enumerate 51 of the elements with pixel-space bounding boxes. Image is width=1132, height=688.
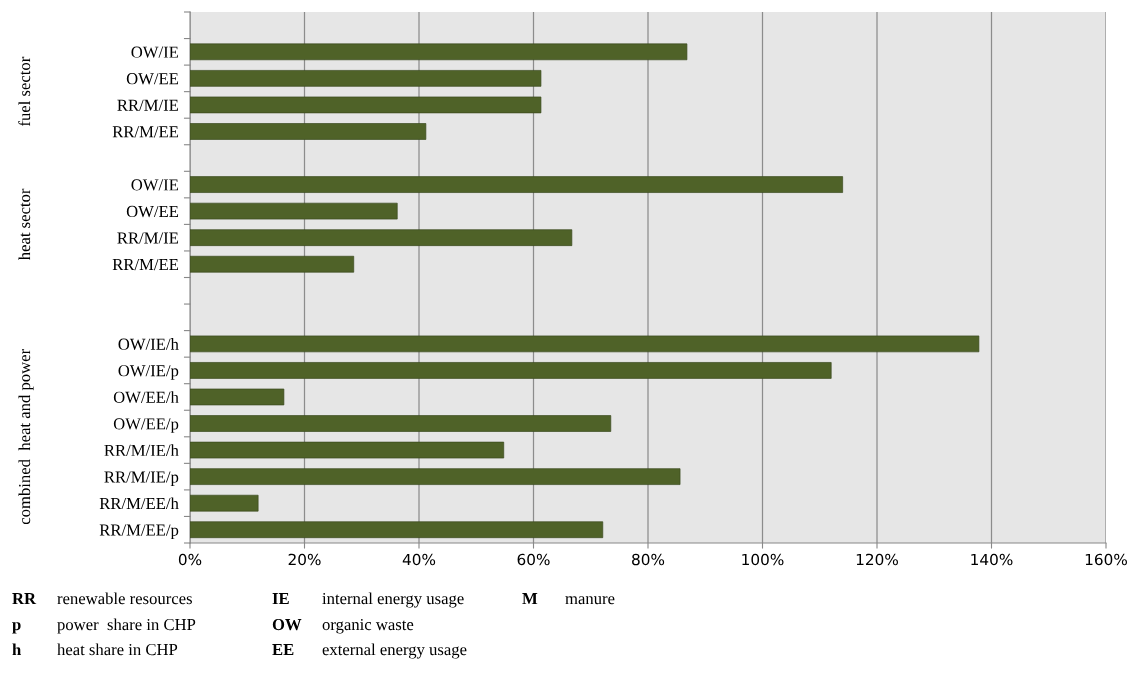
text: RR renewable resources [12, 592, 192, 605]
text: M manure [522, 593, 615, 605]
y-tick-label: OW/IE/p [118, 365, 179, 380]
text: heat sector [18, 188, 31, 261]
x-tick-label: 160% [1085, 553, 1127, 566]
y-tick-label: RR/M/EE/p [99, 524, 179, 540]
y-tick-label: OW/IE [131, 179, 179, 191]
y-tick-label: OW/EE [126, 73, 179, 85]
y-tick-label: OW/EE/h [113, 391, 179, 404]
bar [190, 362, 832, 379]
bar [190, 176, 843, 193]
bar [190, 96, 542, 114]
y-tick-label: OW/IE [131, 46, 179, 58]
bar [190, 441, 505, 459]
y-tick-label: RR/M/IE [117, 232, 179, 244]
bar [190, 494, 259, 512]
bar [190, 70, 542, 87]
bar [190, 521, 604, 539]
x-tick-label: 120% [856, 553, 898, 566]
text: combined heat and power [18, 349, 34, 525]
y-tick-label: RR/M/EE/h [99, 497, 179, 510]
y-tick-label: RR/M/EE [112, 259, 179, 271]
y-tick-label: OW/EE [126, 205, 179, 218]
x-tick-label: 100% [742, 553, 784, 566]
text: fuel sector [18, 56, 31, 127]
text: EE external energy usage [272, 643, 467, 659]
bar [190, 335, 980, 353]
x-tick-label: 0% [178, 553, 202, 566]
y-tick-label: RR/M/IE/h [104, 444, 179, 457]
x-tick-label: 140% [971, 553, 1013, 566]
text: p power share in CHP [12, 618, 196, 634]
x-tick-label: 20% [288, 553, 321, 566]
bar [190, 468, 681, 485]
bar [190, 43, 688, 61]
bar [190, 388, 285, 406]
y-tick-label: RR/M/IE [117, 99, 179, 111]
bar [190, 229, 573, 246]
bar [190, 202, 398, 220]
y-tick-label: OW/EE/p [113, 418, 179, 433]
text: IE internal energy usage [272, 592, 464, 608]
bar [190, 415, 612, 432]
text: OW organic waste [272, 618, 414, 634]
text: h heat share in CHP [12, 643, 178, 656]
x-tick-label: 60% [517, 553, 550, 566]
y-tick-label: RR/M/EE [112, 126, 179, 138]
y-tick-label: OW/IE/h [118, 338, 179, 350]
x-tick-label: 80% [632, 553, 665, 566]
y-tick-label: RR/M/IE/p [104, 471, 179, 486]
x-tick-label: 40% [402, 553, 436, 566]
bar [190, 123, 427, 140]
bar [190, 255, 355, 273]
